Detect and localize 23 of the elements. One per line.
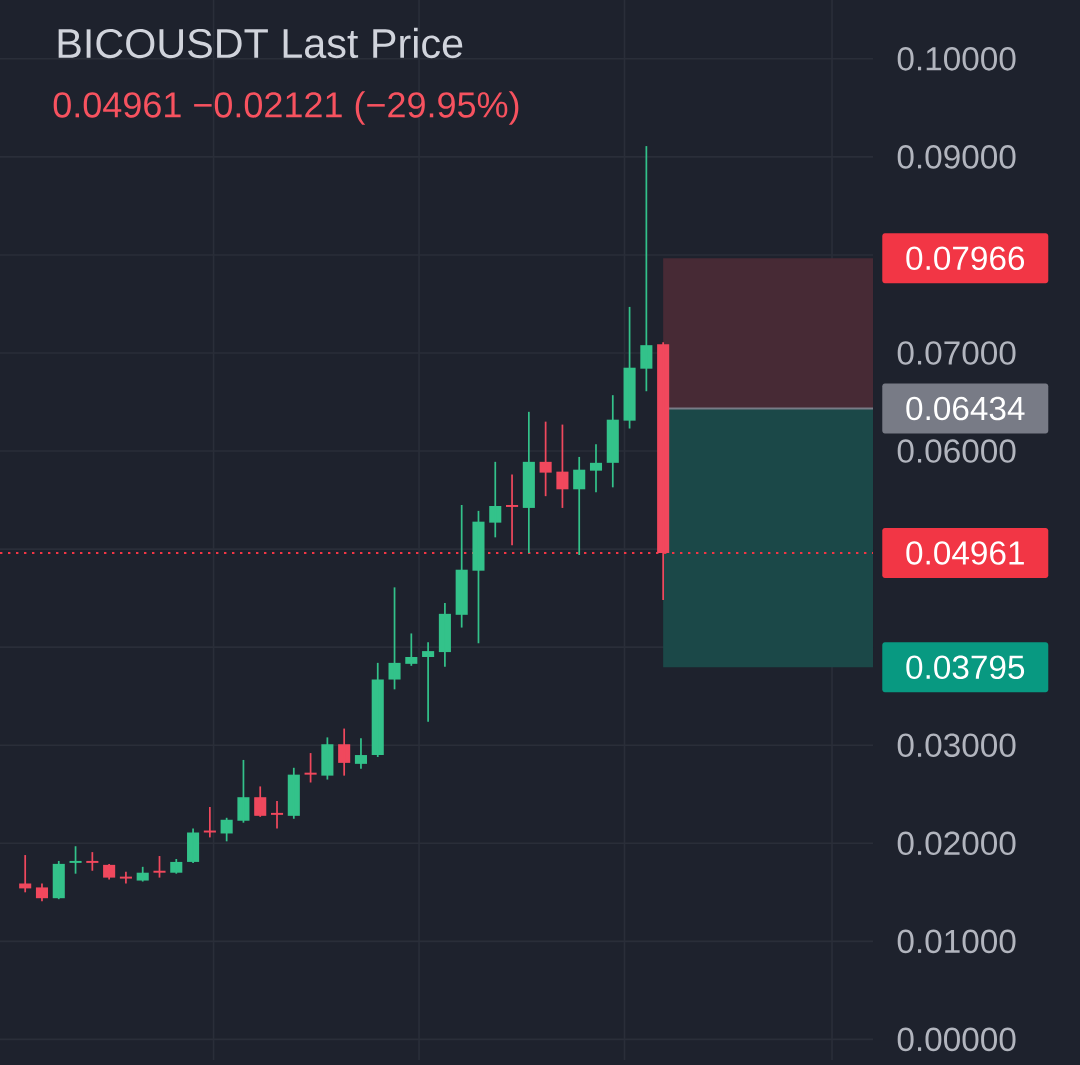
- candlestick: [388, 586, 401, 691]
- y-tick-label: 0.02000: [897, 831, 1016, 856]
- candlestick: [237, 759, 250, 824]
- ref-line-label: 0.04961: [906, 541, 1024, 565]
- text: BICOUSDT Last Price: [58, 27, 463, 59]
- y-tick-label: 0.09000: [897, 145, 1016, 169]
- y-tick-label: 0.07000: [897, 341, 1016, 365]
- candlestick: [321, 736, 334, 781]
- candlestick: [472, 510, 485, 645]
- y-tick-label: 0.06000: [897, 439, 1016, 463]
- candlestick: [153, 855, 166, 879]
- band-label: 0.07966: [906, 246, 1025, 271]
- y-tick-label: 0.10000: [897, 47, 1016, 71]
- candlestick: [623, 306, 636, 430]
- candlestick: [69, 845, 82, 875]
- ref-line-label: 0.06434: [906, 396, 1025, 421]
- y-tick-label: 0.00000: [897, 1027, 1016, 1052]
- candlestick: [539, 420, 552, 498]
- text: 0.04961 −0.02121 (−29.95%): [53, 91, 519, 125]
- y-tick-label: 0.01000: [897, 929, 1016, 954]
- band-label: 0.03795: [906, 655, 1025, 680]
- y-tick-label: 0.03000: [897, 733, 1016, 758]
- candlestick: [304, 752, 317, 784]
